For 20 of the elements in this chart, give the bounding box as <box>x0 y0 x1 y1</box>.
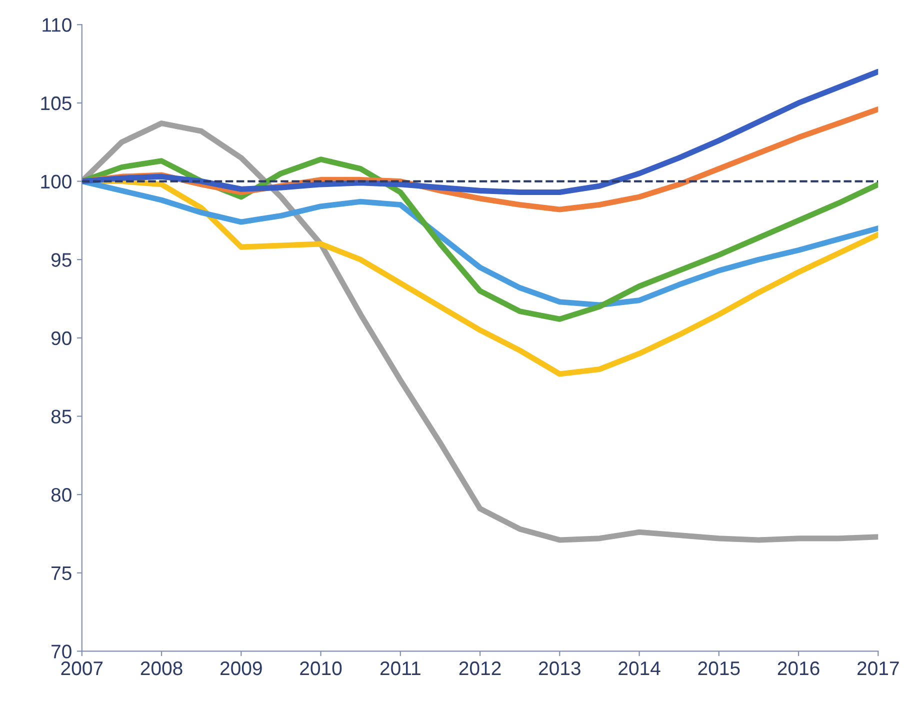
y-tick-label: 80 <box>51 488 72 502</box>
x-tick-label: 2012 <box>459 661 501 676</box>
x-tick-label: 2010 <box>300 661 342 676</box>
y-tick-label: 100 <box>41 174 72 189</box>
x-tick-label: 2011 <box>380 661 420 676</box>
y-tick-label: 75 <box>52 566 72 580</box>
x-tick-label: 2014 <box>618 661 660 676</box>
x-tick-label: 2016 <box>778 661 820 676</box>
y-tick-label: 110 <box>42 18 72 32</box>
x-tick-label: 2015 <box>698 661 740 676</box>
y-tick-label: 105 <box>41 96 72 110</box>
y-tick-label: 70 <box>52 644 72 658</box>
x-tick-label: 2008 <box>140 661 182 676</box>
y-tick-label: 90 <box>51 331 72 346</box>
x-tick-label: 2007 <box>61 661 103 676</box>
y-tick-label: 95 <box>51 253 72 267</box>
x-tick-label: 2017 <box>858 661 899 676</box>
x-tick-label: 2009 <box>220 661 262 676</box>
x-tick-label: 2013 <box>539 661 580 676</box>
y-tick-label: 85 <box>51 410 72 424</box>
